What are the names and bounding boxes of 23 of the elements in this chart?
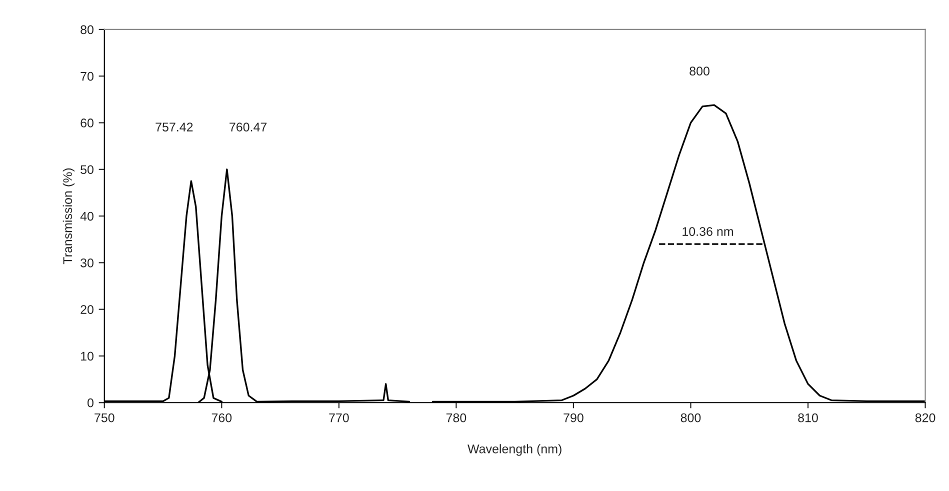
annotation: 10.36 nm: [682, 227, 733, 236]
x-tick-label: 760: [212, 413, 232, 422]
x-tick-label: 810: [798, 413, 818, 422]
y-tick-label: 0: [88, 398, 94, 408]
annotation: 800: [690, 66, 710, 76]
y-tick-label: 60: [80, 118, 94, 128]
x-tick-label: 770: [329, 413, 349, 422]
x-tick-label: 790: [564, 413, 584, 422]
y-axis-title: Transmission (%): [62, 168, 75, 264]
y-tick-label: 80: [80, 25, 94, 34]
annotation: 757.42: [156, 122, 193, 132]
x-tick-label: 750: [94, 413, 114, 422]
x-tick-label: 780: [446, 413, 466, 422]
y-tick-label: 40: [80, 212, 94, 221]
annotation: 760.47: [230, 122, 267, 132]
x-tick-label: 800: [680, 413, 701, 422]
x-tick-label: 820: [915, 413, 936, 422]
y-tick-label: 50: [80, 165, 94, 174]
y-tick-label: 30: [80, 258, 94, 268]
x-axis-title: Wavelength (nm): [468, 444, 562, 456]
y-tick-label: 10: [81, 352, 94, 361]
y-tick-label: 70: [80, 72, 94, 81]
y-tick-label: 20: [80, 305, 94, 314]
